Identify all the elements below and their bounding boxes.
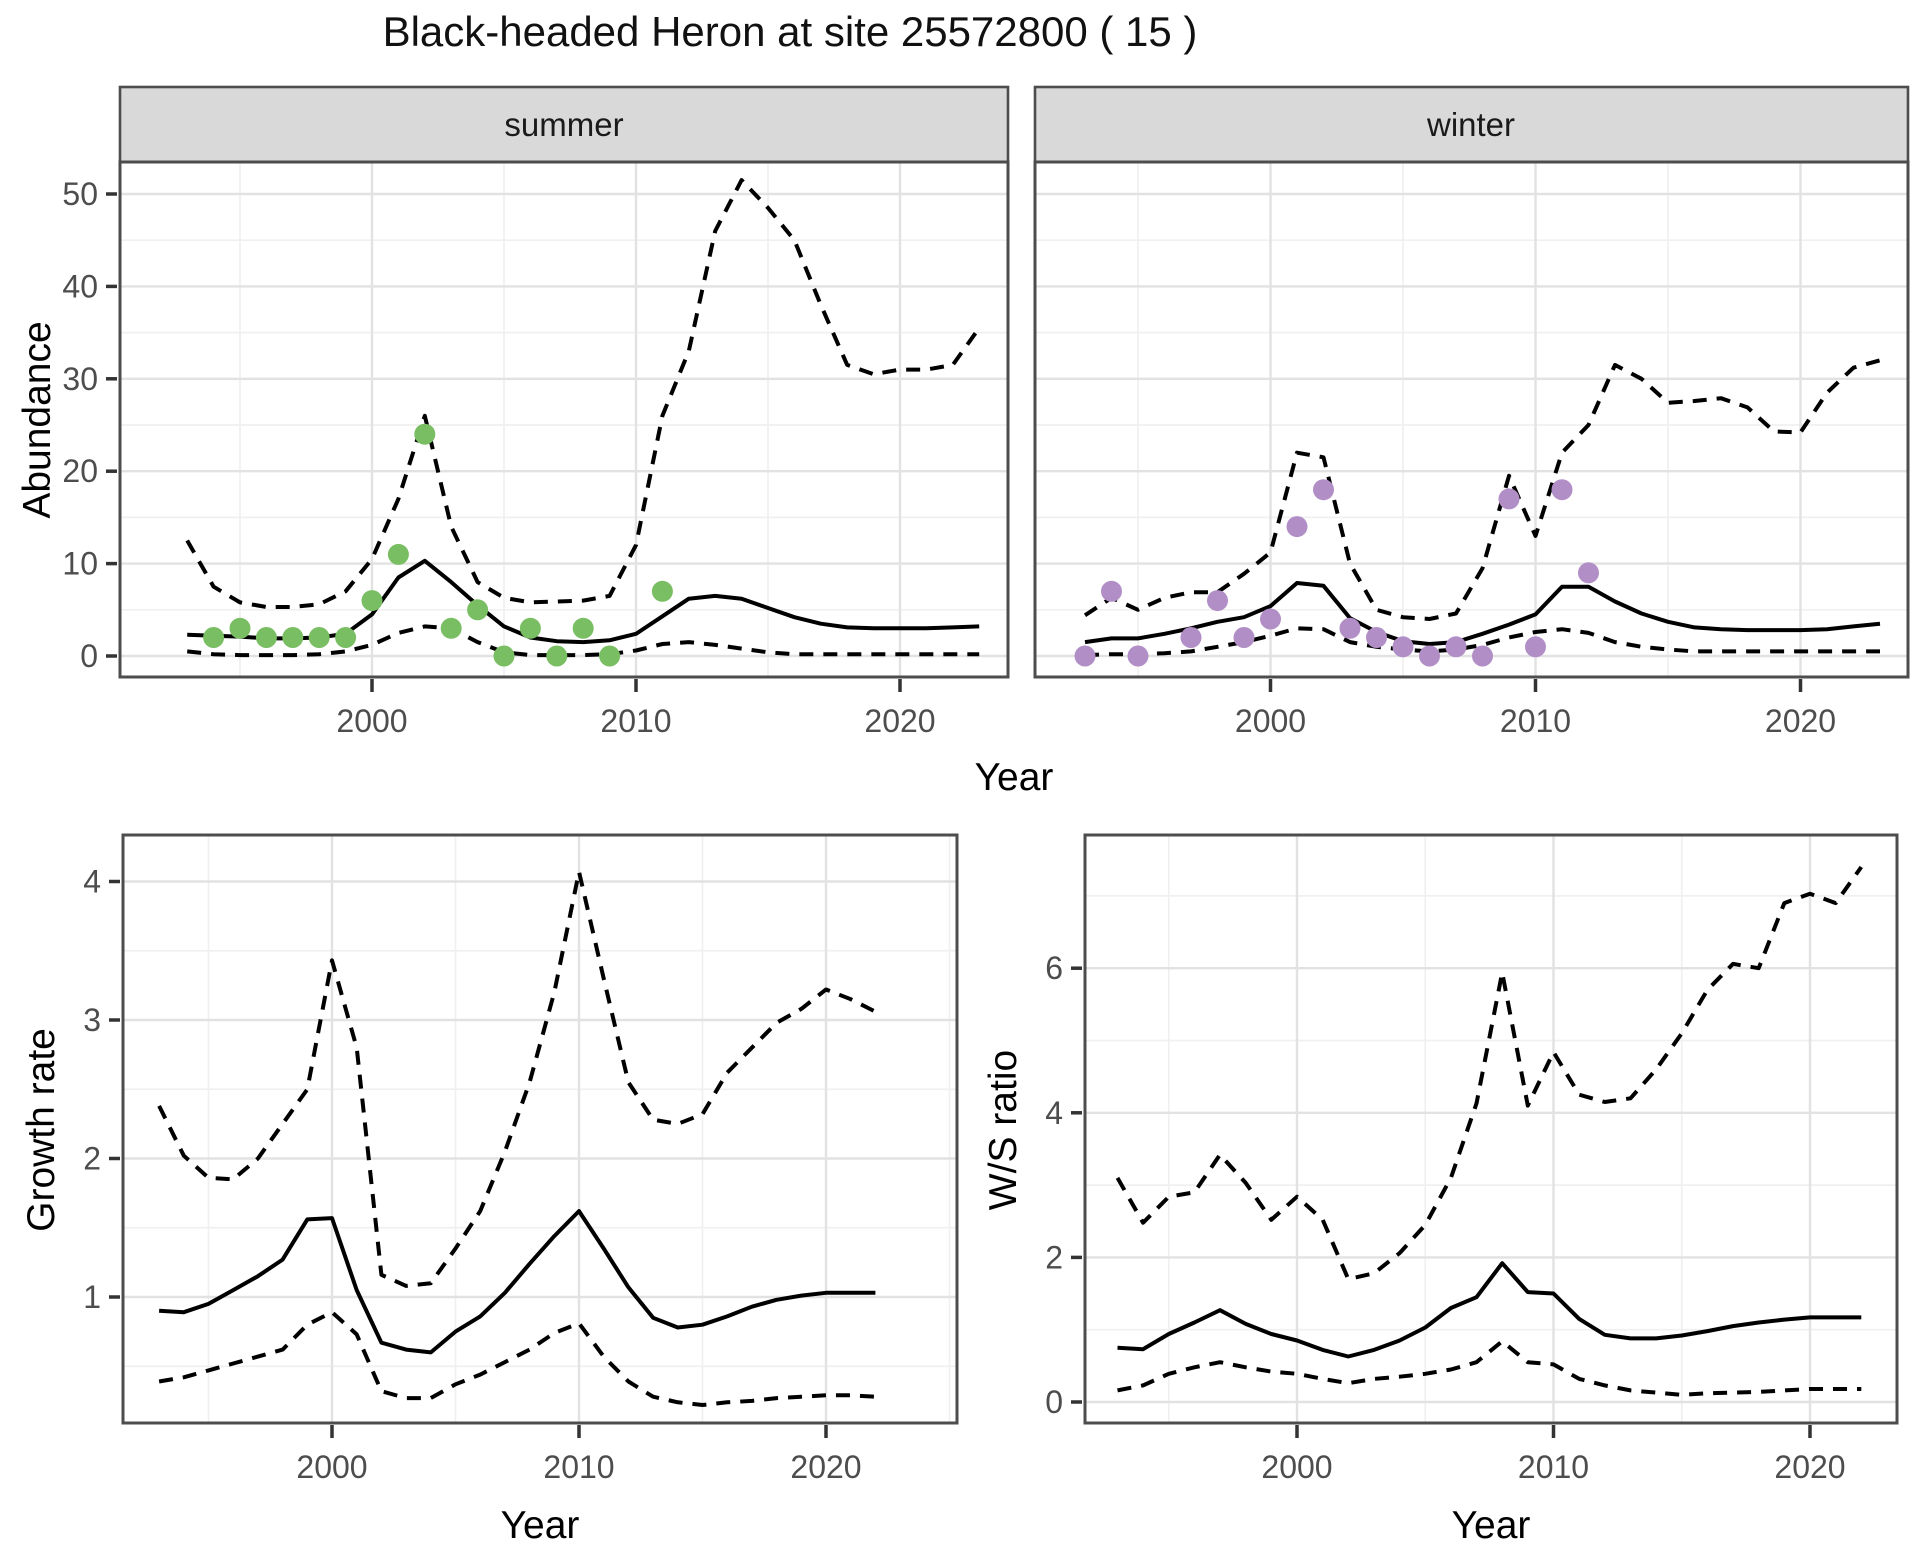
panel-bg	[1035, 162, 1908, 677]
facet-strip-label-summer: summer	[504, 106, 624, 143]
facet-strip	[1033, 85, 1910, 164]
y-tick-label: 2	[1045, 1239, 1063, 1275]
x-axis-title-year-top: Year	[974, 756, 1054, 799]
data-point	[1551, 479, 1573, 501]
data-point	[1498, 488, 1520, 510]
y-tick-label: 0	[1045, 1384, 1063, 1420]
y-tick-label: 20	[62, 453, 98, 489]
y-tick-label: 30	[62, 361, 98, 397]
data-point	[1339, 617, 1361, 639]
abundance_winter-upper_ci-line	[1083, 358, 1881, 621]
x-tick-label: 2010	[1500, 703, 1571, 739]
data-point	[1445, 636, 1467, 658]
data-point	[1207, 590, 1228, 612]
y-tick-label: 2	[83, 1141, 101, 1177]
y-tick-label: 3	[83, 1002, 101, 1038]
data-point	[1127, 645, 1149, 667]
x-tick-label: 2020	[1765, 703, 1836, 739]
y-tick-label: 6	[1045, 950, 1063, 986]
panel-border	[118, 160, 1010, 679]
data-point	[1233, 627, 1255, 648]
abundance_winter-median-line	[1084, 581, 1881, 646]
data-point	[1074, 645, 1096, 667]
x-tick-label: 2000	[1235, 703, 1306, 739]
panel-abundance_winter: 2000 2010 2020	[1033, 85, 1910, 739]
panel-bg	[1085, 835, 1897, 1423]
data-point	[1260, 608, 1281, 630]
abundance_summer-lower_ci-line	[186, 624, 980, 658]
y-tick-label: 1	[83, 1279, 101, 1315]
data-point	[1101, 580, 1122, 602]
data-point	[308, 627, 330, 648]
data-point	[229, 617, 251, 639]
data-point	[387, 543, 409, 565]
data-point	[572, 617, 594, 639]
y-tick-label: 4	[1045, 1095, 1063, 1131]
x-tick-label: 2000	[1261, 1449, 1332, 1485]
y-axis-title-growth-rate: Growth rate	[20, 1028, 63, 1232]
page-title: Black-headed Heron at site 25572800 ( 15…	[382, 8, 1198, 55]
data-point	[1472, 645, 1493, 667]
panel-growth: 2000 2010 2020 1 2 3 4	[83, 833, 959, 1485]
data-point	[1392, 636, 1414, 658]
panel-border	[1033, 160, 1910, 679]
data-point	[255, 627, 277, 648]
ws-median-line	[1117, 1261, 1862, 1359]
x-tick-label: 2000	[296, 1449, 367, 1485]
ws-upper_ci-line	[1115, 865, 1863, 1282]
x-axis-title-year-ws: Year	[1451, 1504, 1531, 1547]
data-point	[1180, 627, 1202, 648]
data-point	[467, 599, 489, 621]
y-tick-label: 50	[62, 176, 98, 212]
x-tick-label: 2010	[543, 1449, 614, 1485]
abundance_summer-observed-points	[203, 423, 673, 667]
x-axis-title-year-growth: Year	[500, 1504, 580, 1547]
panel-ws: 2000 2010 2020 0 2 4 6	[1045, 833, 1899, 1485]
panel-abundance_summer: 2000 2010 2020 0 10 20 30 40 50	[62, 85, 1010, 739]
y-axis-title-ws-ratio: W/S ratio	[982, 1049, 1025, 1211]
x-tick-label: 2020	[864, 703, 935, 739]
x-tick-label: 2010	[600, 703, 671, 739]
x-tick-label: 2020	[790, 1449, 861, 1485]
growth-lower_ci-line	[158, 1310, 876, 1407]
abundance_winter-observed-points	[1074, 479, 1599, 667]
data-point	[1419, 645, 1440, 667]
data-point	[1366, 627, 1387, 648]
panel-bg	[123, 835, 957, 1423]
data-point	[519, 617, 541, 639]
abundance_winter-lower_ci-line	[1084, 626, 1880, 658]
facet-strip	[118, 85, 1010, 164]
data-point	[1578, 562, 1599, 584]
data-point	[414, 423, 436, 445]
data-point	[1286, 516, 1308, 538]
y-axis-title-abundance: Abundance	[16, 321, 59, 519]
x-tick-label: 2020	[1774, 1449, 1845, 1485]
data-point	[203, 627, 225, 648]
abundance_summer-upper_ci-line	[185, 178, 981, 609]
data-point	[599, 645, 621, 667]
growth-upper_ci-line	[157, 869, 877, 1288]
y-tick-label: 40	[62, 268, 98, 304]
panel-border	[1083, 833, 1899, 1425]
growth-median-line	[158, 1209, 876, 1355]
data-point	[361, 590, 383, 612]
data-point	[546, 645, 568, 667]
data-point	[493, 645, 515, 667]
data-point	[282, 627, 304, 648]
x-tick-label: 2010	[1518, 1449, 1589, 1485]
data-point	[440, 617, 462, 639]
panel-bg	[120, 162, 1008, 677]
panel-border	[121, 833, 959, 1425]
data-point	[1313, 479, 1334, 501]
data-point	[1525, 636, 1546, 658]
y-tick-label: 4	[83, 864, 101, 900]
ws-lower_ci-line	[1117, 1339, 1862, 1397]
facet-strip-label-winter: winter	[1426, 106, 1516, 143]
y-tick-label: 10	[62, 546, 98, 582]
data-point	[651, 580, 673, 602]
x-tick-label: 2000	[336, 703, 407, 739]
data-point	[335, 627, 357, 648]
y-tick-label: 0	[80, 638, 98, 674]
